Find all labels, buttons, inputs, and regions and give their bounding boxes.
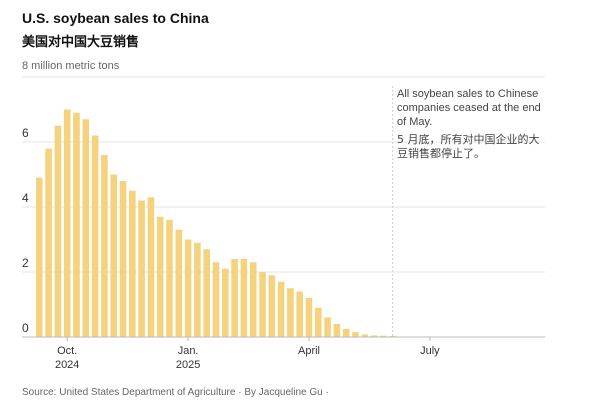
- x-tick-month: April: [297, 345, 321, 357]
- x-tick-year: 2025: [175, 359, 201, 371]
- y-tick-label-4: 4: [22, 191, 29, 205]
- bar-36: [370, 335, 378, 337]
- annotation-english: All soybean sales to Chinese companies c…: [397, 88, 541, 128]
- x-tick-label-3: July: [420, 344, 440, 358]
- bar-11: [138, 200, 145, 337]
- bar-6: [91, 135, 99, 337]
- y-tick-label-2: 2: [22, 256, 29, 270]
- x-tick-month: Oct.: [57, 345, 78, 357]
- bar-29: [305, 298, 313, 337]
- bar-37: [380, 335, 387, 337]
- x-tick-month: July: [420, 345, 440, 357]
- x-tick-label-0: Oct. 2024: [55, 344, 79, 372]
- y-tick-label-0: 0: [22, 321, 29, 335]
- bar-4: [73, 112, 80, 337]
- y-axis-unit-label: 8 million metric tons: [22, 60, 120, 72]
- bar-25: [268, 275, 276, 337]
- bar-5: [82, 119, 90, 337]
- x-tick-label-2: April: [298, 344, 320, 358]
- bar-32: [333, 324, 341, 337]
- bar-20: [222, 268, 229, 337]
- bar-21: [231, 259, 238, 337]
- bar-30: [315, 307, 322, 337]
- bar-3: [63, 109, 71, 337]
- bar-27: [287, 288, 294, 337]
- bar-1: [45, 148, 52, 337]
- bar-9: [119, 181, 127, 337]
- bar-23: [249, 262, 257, 337]
- x-tick-label-1: Jan. 2025: [176, 344, 200, 372]
- bar-17: [194, 242, 201, 337]
- bar-10: [129, 190, 136, 337]
- bar-12: [147, 197, 155, 337]
- source-credit: Source: United States Department of Agri…: [22, 387, 329, 398]
- bar-8: [110, 174, 117, 337]
- bar-18: [203, 249, 210, 337]
- x-tick-year: 2024: [54, 359, 80, 371]
- bar-13: [156, 216, 164, 337]
- bar-0: [36, 177, 43, 337]
- cutoff-annotation: All soybean sales to Chinese companies c…: [397, 87, 547, 161]
- bar-35: [361, 334, 369, 337]
- bar-2: [54, 125, 62, 337]
- bar-16: [184, 239, 192, 337]
- annotation-chinese: 5 月底，所有对中国企业的大豆销售都停止了。: [397, 133, 540, 160]
- bar-14: [166, 220, 173, 337]
- chart-title: U.S. soybean sales to China: [22, 10, 209, 26]
- x-tick-month: Jan.: [177, 345, 199, 357]
- y-tick-label-6: 6: [22, 126, 29, 140]
- bar-34: [352, 332, 359, 337]
- bar-22: [240, 259, 248, 337]
- bar-15: [175, 229, 183, 337]
- bar-26: [277, 281, 285, 337]
- chart-subtitle: 美国对中国大豆销售: [22, 34, 140, 49]
- bar-7: [101, 155, 108, 337]
- bar-19: [212, 262, 220, 337]
- bar-33: [342, 328, 350, 337]
- bar-31: [324, 317, 331, 337]
- bar-28: [296, 291, 303, 337]
- bar-24: [259, 272, 266, 337]
